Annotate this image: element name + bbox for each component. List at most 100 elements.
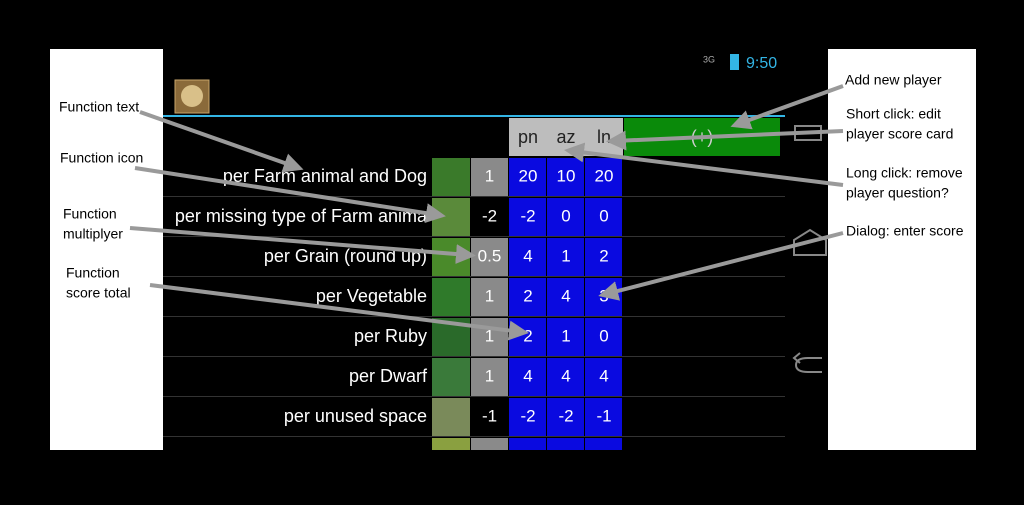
score-bg (547, 438, 584, 450)
app-icon-emblem (181, 85, 203, 107)
player-header[interactable]: az (556, 127, 575, 147)
multiplier[interactable]: 1 (485, 446, 494, 465)
function-icon (432, 238, 470, 276)
multiplier[interactable]: 1 (485, 166, 494, 185)
score-bg (509, 278, 546, 316)
score-bg (509, 158, 546, 196)
score[interactable]: 2 (599, 246, 608, 265)
network-indicator: 3G (703, 54, 715, 64)
score[interactable]: 0 (599, 326, 608, 345)
score-bg (547, 318, 584, 356)
annotation: Function (66, 265, 120, 281)
score-bg (509, 198, 546, 236)
annotation: player question? (846, 185, 949, 201)
function-text[interactable]: per Vegetable (316, 286, 427, 306)
score-bg (585, 158, 622, 196)
function-text[interactable]: per missing type of Farm anima (175, 206, 428, 226)
function-icon (432, 438, 470, 450)
multiplier[interactable]: 1 (485, 326, 494, 345)
player-header[interactable]: pn (518, 127, 538, 147)
annotation: Short click: edit (846, 106, 941, 122)
score[interactable]: 10 (557, 166, 576, 185)
score[interactable]: 1 (561, 326, 570, 345)
score-bg (547, 278, 584, 316)
player-header[interactable]: ln (597, 127, 611, 147)
score-bg (585, 198, 622, 236)
score-bg (509, 398, 546, 436)
score[interactable]: 20 (595, 166, 614, 185)
annotation: Function icon (60, 150, 143, 166)
back-button[interactable] (792, 352, 822, 373)
multiplier-bg (471, 438, 508, 450)
score-bg (547, 238, 584, 276)
annotation: Function (63, 206, 117, 222)
multiplier-bg (471, 158, 508, 196)
score[interactable]: 3 (599, 286, 608, 305)
score[interactable]: 0 (561, 206, 570, 225)
score-bg (585, 238, 622, 276)
score[interactable]: 4 (523, 366, 532, 385)
function-text[interactable]: per Ruby (354, 326, 427, 346)
multiplier-bg (471, 318, 508, 356)
arrow (139, 110, 304, 173)
arrow (129, 226, 476, 265)
score[interactable]: 2 (523, 326, 532, 345)
multiplier-bg (471, 198, 508, 236)
arrow (134, 166, 446, 224)
multiplier-bg (471, 398, 508, 436)
score[interactable]: 4 (599, 366, 608, 385)
phone-screen: 3G 9:50 pn az ln (+)per Farm animal and Dog… (163, 49, 828, 465)
score[interactable]: 0 (599, 206, 608, 225)
score[interactable]: 20 (519, 166, 538, 185)
multiplier-bg (471, 238, 508, 276)
score-bg (547, 158, 584, 196)
arrow (730, 84, 844, 130)
home-button[interactable] (793, 228, 827, 256)
score-bg (509, 438, 546, 450)
score-bg (547, 198, 584, 236)
function-icon (432, 398, 470, 436)
annotation: multiplyer (63, 226, 123, 242)
annotation: score total (66, 285, 131, 301)
score-bg (509, 238, 546, 276)
annotation: Long click: remove (846, 165, 963, 181)
score[interactable]: 1 (561, 246, 570, 265)
function-text[interactable]: per Dwarf (349, 366, 428, 386)
player-header-bg[interactable] (509, 118, 547, 156)
multiplier[interactable]: 0.5 (478, 246, 502, 265)
function-icon (432, 278, 470, 316)
score[interactable]: 4 (523, 246, 532, 265)
score-bg (585, 438, 622, 450)
score[interactable]: -1 (596, 406, 611, 425)
score[interactable]: 14 (519, 446, 538, 465)
score[interactable]: 4 (561, 286, 570, 305)
function-text[interactable]: per Farm animal and Dog (223, 166, 427, 186)
multiplier-bg (471, 358, 508, 396)
score[interactable]: 2 (523, 286, 532, 305)
score-bg (547, 398, 584, 436)
multiplier[interactable]: 1 (485, 366, 494, 385)
function-text[interactable]: per Grain (round up) (264, 246, 427, 266)
annotation: Add new player (845, 72, 942, 88)
multiplier[interactable]: -2 (482, 206, 497, 225)
score[interactable]: 4 (561, 366, 570, 385)
battery-icon (730, 54, 739, 70)
annotation: Function text (59, 99, 139, 115)
score[interactable]: -2 (520, 406, 535, 425)
score[interactable]: 8 (561, 446, 570, 465)
score[interactable]: -2 (520, 206, 535, 225)
score[interactable]: -2 (558, 406, 573, 425)
arrow (598, 231, 844, 301)
score-table: pn az ln (+)per Farm animal and Dog 1 20 10 20p… (163, 118, 785, 465)
score[interactable]: 10 (595, 446, 614, 465)
score-bg (585, 318, 622, 356)
annotation: Dialog: enter score (846, 223, 964, 239)
multiplier[interactable]: -1 (482, 406, 497, 425)
score-bg (509, 358, 546, 396)
function-icon (432, 358, 470, 396)
multiplier[interactable]: 1 (485, 286, 494, 305)
score-bg (547, 358, 584, 396)
function-text[interactable]: per unused space (284, 406, 427, 426)
multiplier-bg (471, 278, 508, 316)
